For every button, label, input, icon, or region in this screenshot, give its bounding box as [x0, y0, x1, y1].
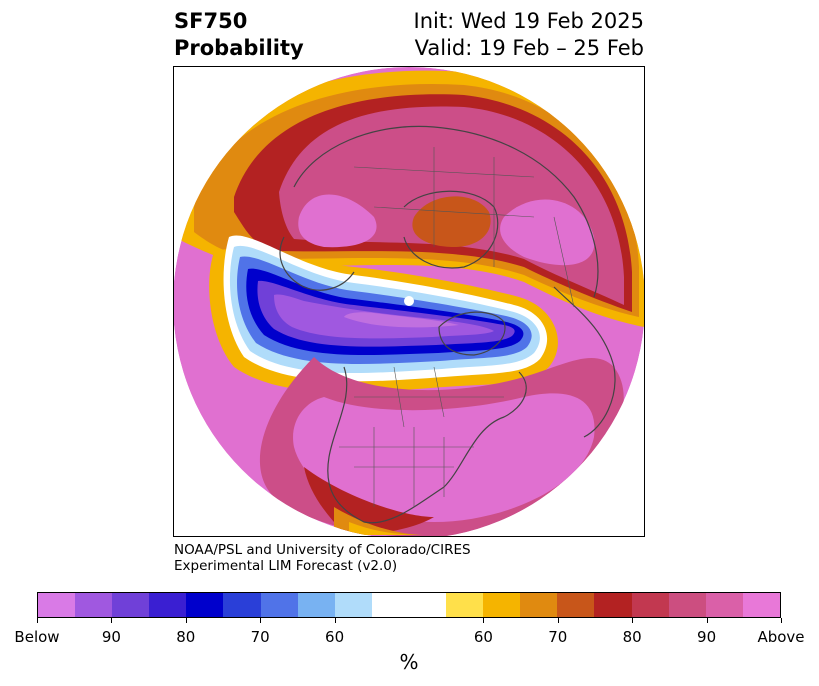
colorbar: [37, 592, 781, 618]
variable-label: SF750: [174, 9, 248, 33]
probability-field: [174, 67, 644, 536]
colorbar-swatch: [186, 593, 224, 617]
colorbar-tick-mark: [632, 618, 634, 623]
colorbar-tick-mark: [483, 618, 485, 623]
probability-label: Probability: [174, 36, 304, 60]
colorbar-tick-label: 80: [176, 628, 196, 646]
eurasia-coast: [293, 125, 599, 298]
colorbar-swatch: [75, 593, 113, 617]
colorbar-swatch: [483, 593, 521, 617]
colorbar-swatch: [38, 593, 76, 617]
colorbar-tick-mark: [781, 618, 782, 623]
us-borders: [339, 427, 474, 507]
colorbar-swatch: [446, 593, 484, 617]
colorbar-tick-mark: [557, 618, 559, 623]
colorbar-tick-label: 60: [325, 628, 345, 646]
credit-text: NOAA/PSL and University of Colorado/CIRE…: [174, 542, 471, 574]
chart-title-left: SF750 Probability: [174, 8, 304, 62]
colorbar-swatch: [742, 593, 780, 617]
colorbar-tick-mark: [37, 618, 38, 623]
colorbar-swatch: [371, 593, 447, 617]
forecast-map: [173, 66, 645, 537]
south-yellow-band: [349, 522, 424, 535]
colorbar-tick-mark: [334, 618, 336, 623]
colorbar-unit-label: %: [399, 650, 419, 674]
borders: [339, 147, 575, 507]
africa-coast: [553, 286, 616, 438]
coastlines: [279, 125, 616, 524]
greenland-coast: [438, 311, 506, 356]
colorbar-swatch: [334, 593, 372, 617]
colorbar-tick-mark: [111, 618, 113, 623]
colorbar-tick-label: 90: [101, 628, 121, 646]
colorbar-tick-mark: [260, 618, 262, 623]
colorbar-swatch: [520, 593, 558, 617]
lilac-core: [344, 312, 459, 328]
colorbar-tick-mark: [706, 618, 708, 623]
colorbar-swatch: [557, 593, 595, 617]
init-date-label: Init: Wed 19 Feb 2025: [413, 9, 644, 33]
colorbar-tick-label: 90: [697, 628, 717, 646]
eurasia-borders: [353, 147, 575, 308]
colorbar-tick-label: 70: [250, 628, 270, 646]
credit-line-2: Experimental LIM Forecast (v2.0): [174, 558, 398, 574]
upper-pink-core-2: [500, 199, 595, 266]
east-asia-coast: [279, 236, 355, 291]
colorbar-tick-label: Above: [757, 628, 805, 646]
polar-map-svg: [174, 67, 644, 536]
credit-line-1: NOAA/PSL and University of Colorado/CIRE…: [174, 542, 471, 558]
upper-pink-core: [298, 194, 377, 248]
colorbar-tick-label: 60: [473, 628, 493, 646]
colorbar-tick-label: Below: [14, 628, 60, 646]
colorbar-swatch: [223, 593, 261, 617]
colorbar-tick-label: 70: [548, 628, 568, 646]
colorbar-swatch: [149, 593, 187, 617]
canada-borders: [354, 366, 504, 428]
north-pole-marker: [404, 296, 414, 306]
colorbar-swatch: [705, 593, 743, 617]
colorbar-swatch: [631, 593, 669, 617]
valid-date-label: Valid: 19 Feb – 25 Feb: [414, 36, 644, 60]
colorbar-swatch: [260, 593, 298, 617]
colorbar-swatch: [594, 593, 632, 617]
chart-title-right: Init: Wed 19 Feb 2025 Valid: 19 Feb – 25…: [414, 8, 644, 62]
colorbar-swatch: [668, 593, 706, 617]
colorbar-tick-label: 80: [622, 628, 642, 646]
north-america-coast: [327, 366, 527, 524]
colorbar-tick-mark: [185, 618, 187, 623]
colorbar-swatch: [112, 593, 150, 617]
europe-coast: [403, 190, 499, 269]
colorbar-swatch: [297, 593, 335, 617]
europe-orange-spot: [412, 196, 491, 247]
